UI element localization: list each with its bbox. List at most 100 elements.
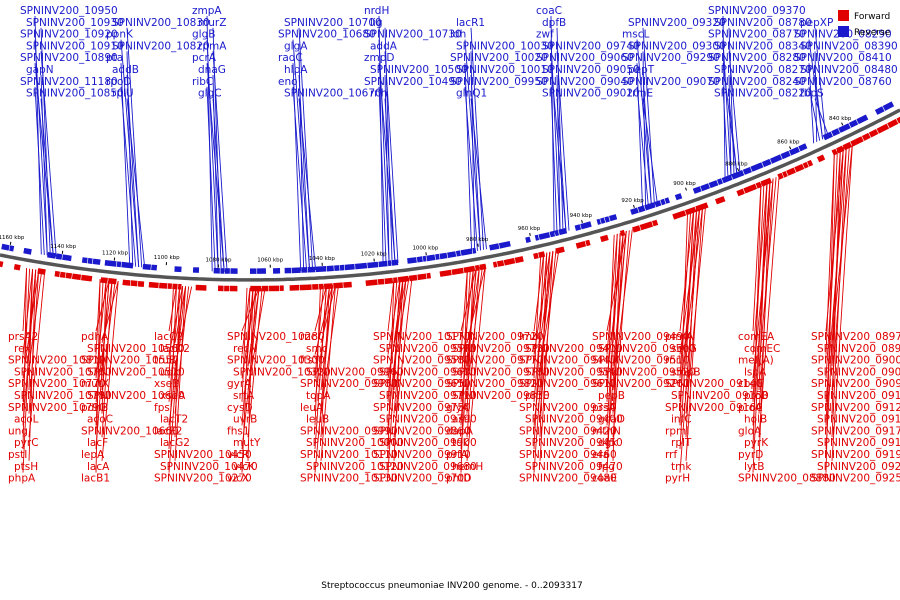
leader-line (28, 269, 37, 461)
leader-line (168, 285, 174, 379)
leader-line (126, 74, 140, 268)
reverse-gene-label: SPNINV200_09040 (536, 76, 634, 88)
reverse-gene (874, 106, 885, 115)
reverse-gene-label: dnaG (198, 64, 226, 76)
reverse-gene (47, 252, 57, 259)
forward-gene-label: SPNINV200_09730 (452, 343, 550, 355)
leader-line (831, 148, 841, 414)
reverse-gene (447, 251, 457, 258)
forward-gene-label: ung (8, 425, 28, 437)
reverse-gene-label: pepXP (800, 17, 833, 29)
forward-gene (619, 229, 626, 237)
forward-gene-label: rplT (671, 437, 692, 449)
forward-gene-label: lacA (87, 461, 110, 473)
forward-gene (312, 284, 319, 290)
forward-gene-label: SPNINV200_09160 (665, 402, 763, 414)
forward-gene-label: SPNINV200_09100 (817, 390, 900, 402)
forward-gene (159, 282, 168, 289)
forward-gene (261, 285, 269, 292)
forward-gene-label: phpA (8, 473, 36, 485)
forward-gene (492, 261, 498, 268)
tick-mark (685, 187, 687, 191)
leader-line (556, 51, 570, 231)
leader-line (28, 270, 40, 414)
leader-line (168, 286, 184, 473)
reverse-gene (104, 260, 117, 267)
forward-gene (71, 273, 82, 281)
leader-line (298, 27, 314, 271)
leader-line (533, 253, 542, 379)
forward-gene (782, 171, 788, 178)
reverse-gene-label: nrdH (364, 5, 389, 17)
forward-gene-label: secG (671, 343, 697, 355)
forward-gene (743, 183, 757, 194)
reverse-gene (549, 230, 556, 238)
leader-line (168, 286, 184, 355)
forward-gene-label: pyrC (14, 437, 39, 449)
reverse-gene (604, 216, 610, 223)
leader-line (314, 285, 327, 332)
forward-gene (816, 154, 826, 163)
reverse-gene (87, 257, 93, 264)
forward-gene (218, 285, 224, 292)
reverse-gene (498, 241, 511, 249)
leader-line (247, 287, 254, 461)
reverse-gene (574, 224, 582, 231)
reverse-gene (558, 227, 568, 236)
reverse-gene (534, 234, 540, 241)
forward-gene-label: SPNINV200_09680 (379, 461, 477, 473)
forward-gene-label: SPNINV200_10000 (306, 437, 404, 449)
reverse-gene (407, 257, 417, 264)
forward-gene-label: lytB (744, 461, 764, 473)
leader-line (470, 27, 484, 250)
reverse-gene (717, 178, 723, 185)
leader-line (34, 39, 48, 256)
reverse-gene (831, 128, 841, 137)
forward-gene-label: SPNINV200_09650 (373, 378, 471, 390)
reverse-gene (422, 255, 427, 262)
leader-line (298, 98, 317, 271)
forward-gene-label: pepB (598, 390, 625, 402)
forward-gene (408, 274, 418, 282)
forward-gene-label: lacF (87, 437, 108, 449)
leader-line (393, 278, 404, 461)
leader-line (758, 179, 771, 461)
reverse-gene (426, 254, 436, 262)
forward-gene-label: lacB1 (81, 473, 110, 485)
reverse-gene (250, 268, 257, 274)
forward-gene-label: topA (306, 390, 331, 402)
forward-gene-label: SPNINV200_10660 (81, 425, 179, 437)
forward-gene-label: lacG2 (160, 437, 190, 449)
reverse-gene (708, 180, 719, 189)
reverse-gene (838, 123, 851, 133)
leader-line (825, 151, 835, 473)
leader-line (636, 86, 649, 208)
forward-gene-label: rnc (300, 331, 317, 343)
leader-line (22, 268, 28, 450)
forward-gene-label: pstI (8, 449, 27, 461)
forward-gene (439, 269, 452, 277)
leader-line (314, 285, 333, 473)
forward-gene-label: gcaD (598, 414, 625, 426)
forward-gene-label: rnr (665, 355, 681, 367)
leader-line (241, 287, 254, 426)
reverse-gene (284, 267, 292, 274)
forward-gene (384, 277, 394, 285)
reverse-gene (435, 253, 440, 260)
forward-gene-label: SPNINV200_10300 (227, 355, 325, 367)
leader-line (378, 39, 390, 265)
forward-gene-label: SPNINV200_09600 (379, 366, 477, 378)
leader-line (642, 74, 652, 207)
forward-gene (715, 196, 726, 205)
forward-gene (426, 272, 431, 279)
reverse-gene (882, 101, 895, 111)
reverse-gene-label: ribC (192, 76, 213, 88)
forward-gene (600, 234, 609, 243)
forward-gene-label: SPNINV200_09480 (519, 473, 617, 485)
leader-line (387, 279, 395, 332)
forward-gene (652, 219, 659, 227)
reverse-gene (23, 247, 32, 255)
forward-gene (37, 268, 46, 275)
reverse-gene-label: SPNINV200_08240 (708, 76, 806, 88)
leader-line (40, 74, 48, 256)
